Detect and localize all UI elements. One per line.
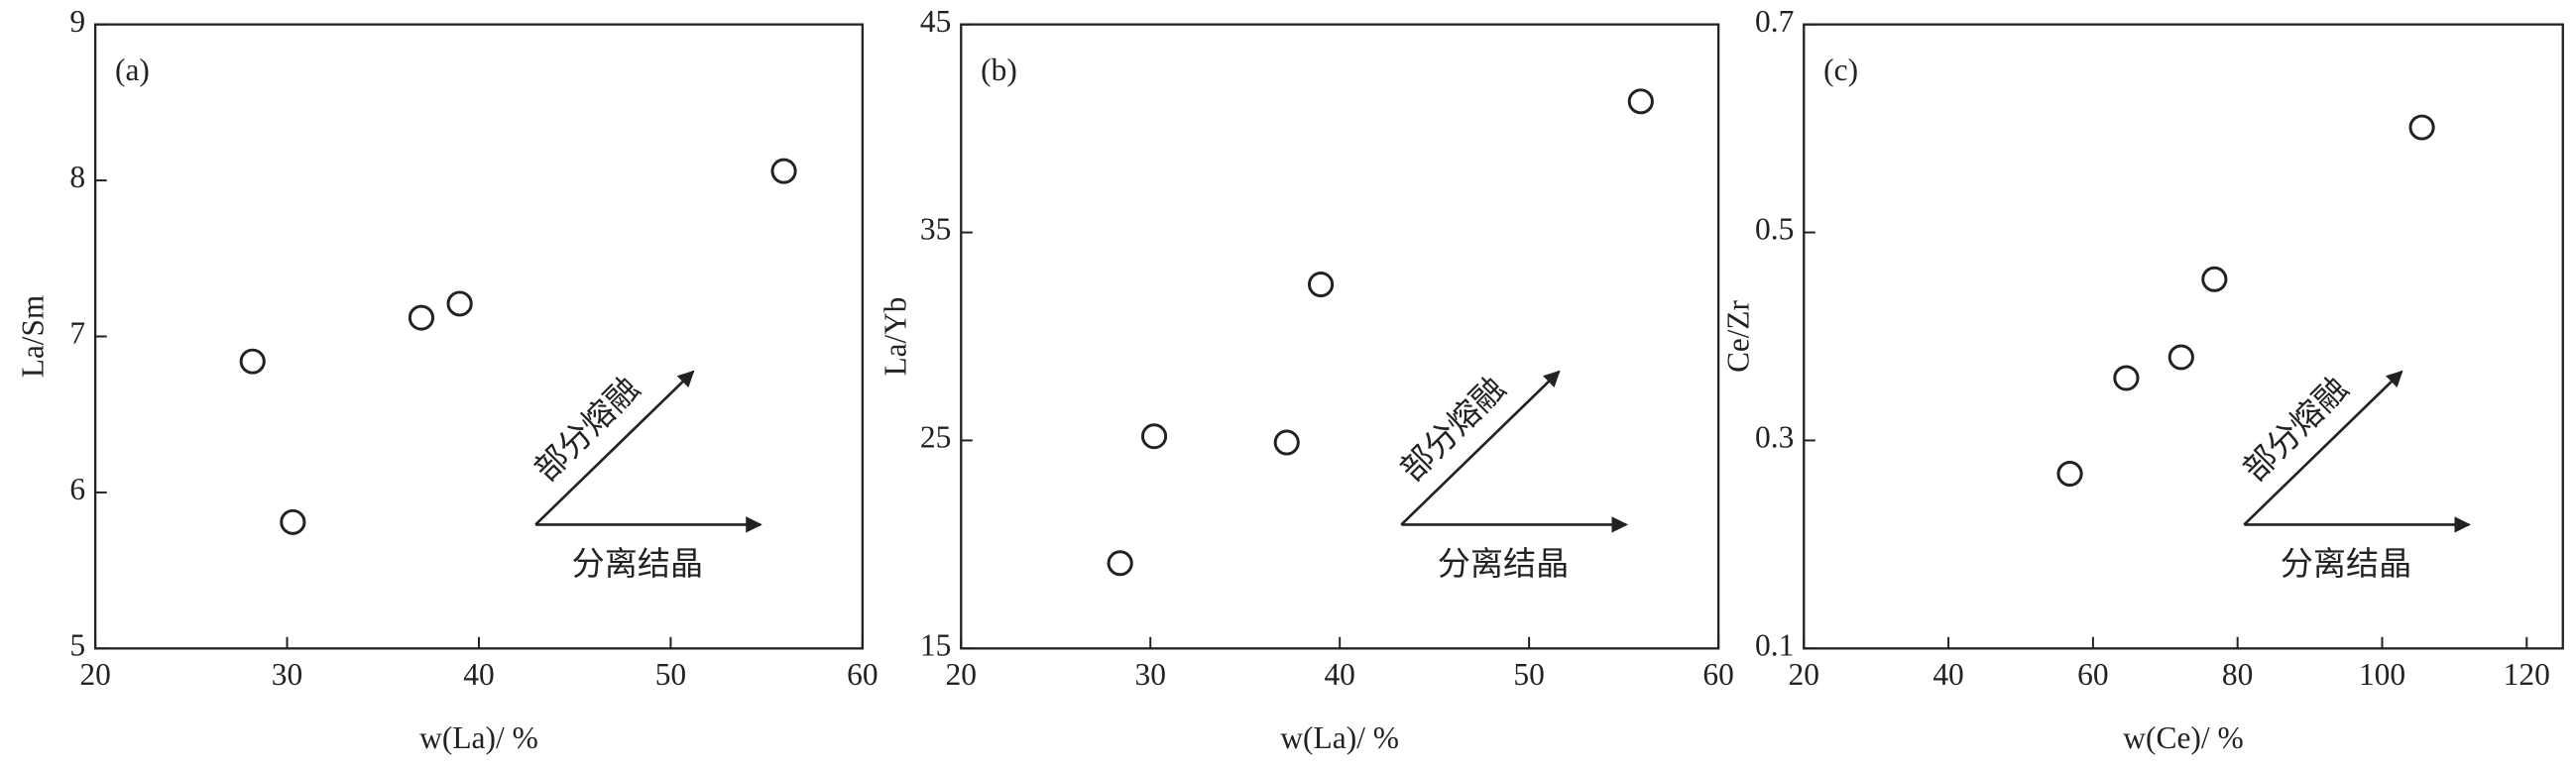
annotation: 分离结晶	[2281, 544, 2412, 583]
data-point	[1627, 88, 1654, 115]
y-tick-label: 6	[69, 472, 85, 506]
annotation: 部分熔融	[2235, 369, 2355, 488]
data-point	[239, 348, 266, 375]
x-tick-label: 50	[655, 657, 686, 692]
data-point	[2056, 461, 2083, 488]
annotation: 部分熔融	[527, 369, 646, 488]
y-axis-label: La/Yb	[878, 297, 912, 377]
annotation: 部分熔融	[1392, 369, 1512, 488]
data-point	[280, 508, 306, 535]
x-tick-label: 60	[847, 657, 878, 692]
x-tick-label: 20	[1789, 657, 1819, 692]
plot-frame	[1803, 23, 2564, 650]
x-tick-label: 100	[2359, 657, 2405, 692]
data-point	[408, 304, 435, 331]
panel-label: (a)	[115, 53, 150, 87]
x-tick-label: 60	[2077, 657, 2108, 692]
y-tick-label: 7	[69, 316, 85, 351]
y-tick-label: 9	[69, 4, 85, 39]
panel-label: (b)	[981, 53, 1017, 87]
panel: 20 40 60 80 100 120 0.1 0.3 0.5 0.7 w(Ce)/ % Ce/Zr (…	[1720, 4, 2564, 755]
data-point	[1107, 550, 1133, 577]
x-tick-label: 40	[1324, 657, 1354, 692]
data-point	[1308, 272, 1335, 298]
x-tick-label: 50	[1513, 657, 1544, 692]
y-tick-label: 0.3	[1755, 420, 1794, 455]
x-tick-label: 40	[1932, 657, 1963, 692]
data-point	[446, 290, 473, 317]
data-point	[1140, 423, 1168, 450]
y-tick-label: 15	[920, 628, 951, 663]
annotation: 分离结晶	[1438, 544, 1570, 583]
panel-label: (c)	[1823, 53, 1858, 87]
y-tick-label: 25	[920, 420, 951, 455]
y-tick-label: 0.7	[1755, 4, 1794, 39]
data-point	[770, 158, 797, 184]
x-axis-label: w(Ce)/ %	[2123, 720, 2243, 755]
x-tick-label: 30	[1135, 657, 1166, 692]
arrow	[1400, 370, 1561, 526]
y-tick-label: 0.1	[1755, 628, 1794, 663]
x-tick-label: 80	[2222, 657, 2253, 692]
panel: 20 30 40 50 60 15 25 35 45 w(La)/ % La/Yb (b) 部分熔融分离…	[878, 4, 1733, 755]
x-tick-label: 120	[2504, 657, 2550, 692]
y-tick-label: 45	[920, 4, 951, 39]
x-tick-label: 20	[79, 657, 110, 692]
x-tick-label: 30	[272, 657, 302, 692]
arrow	[2243, 370, 2403, 526]
y-tick-label: 35	[920, 212, 951, 247]
x-tick-label: 40	[463, 657, 494, 692]
data-point	[2167, 344, 2194, 371]
data-point	[2201, 266, 2228, 292]
y-axis-label: La/Sm	[16, 295, 51, 378]
data-point	[2113, 365, 2140, 391]
data-point	[1273, 429, 1300, 456]
x-axis-label: w(La)/ %	[419, 720, 538, 755]
y-tick-label: 0.5	[1755, 212, 1794, 247]
y-tick-label: 5	[69, 628, 85, 663]
y-axis-label: Ce/Zr	[1720, 300, 1755, 373]
arrow	[534, 370, 695, 526]
annotation: 分离结晶	[572, 544, 704, 583]
y-tick-label: 8	[69, 160, 85, 194]
x-axis-label: w(La)/ %	[1280, 720, 1399, 755]
plot-frame	[960, 23, 1720, 650]
x-tick-label: 20	[946, 657, 977, 692]
x-tick-label: 60	[1702, 657, 1733, 692]
data-point	[2408, 114, 2435, 141]
plot-frame	[93, 23, 865, 650]
